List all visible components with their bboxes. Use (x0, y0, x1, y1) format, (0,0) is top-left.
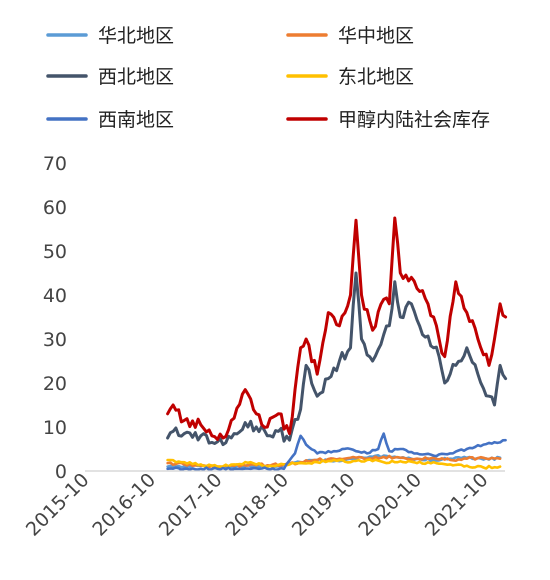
y-axis-ticks: 0 10 20 30 40 50 60 70 (43, 153, 67, 483)
legend-label: 甲醇内陆社会库存 (338, 109, 490, 131)
y-tick-label: 20 (43, 373, 67, 395)
series-line (166, 458, 502, 470)
y-tick-label: 10 (43, 417, 67, 439)
series-line (166, 216, 508, 441)
legend-label: 华北地区 (98, 25, 174, 47)
x-tick-label: 2019-10 (288, 469, 360, 541)
x-axis-ticks: 2015-102016-102017-102018-102019-102020-… (22, 469, 493, 541)
legend-item: 西南地区 (46, 109, 174, 131)
legend-label: 西南地区 (98, 109, 174, 131)
legend-item: 华北地区 (46, 25, 174, 47)
legend-item: 东北地区 (286, 66, 414, 88)
y-tick-label: 50 (43, 241, 67, 263)
y-tick-label: 30 (43, 329, 67, 351)
x-tick-label: 2020-10 (354, 469, 426, 541)
series-line (166, 432, 507, 472)
series-line (166, 271, 508, 447)
series-layer (166, 216, 508, 472)
legend-label: 东北地区 (338, 66, 414, 88)
x-tick-label: 2021-10 (421, 469, 493, 541)
y-tick-label: 0 (55, 461, 67, 483)
legend-label: 西北地区 (98, 66, 174, 88)
x-tick-label: 2016-10 (88, 469, 160, 541)
y-tick-label: 40 (43, 285, 67, 307)
y-tick-label: 60 (43, 197, 67, 219)
legend-item: 西北地区 (46, 66, 174, 88)
legend-item: 甲醇内陆社会库存 (286, 109, 490, 131)
y-tick-label: 70 (43, 153, 67, 175)
x-tick-label: 2018-10 (221, 469, 293, 541)
legend-label: 华中地区 (338, 25, 414, 47)
x-tick-label: 2017-10 (155, 469, 227, 541)
legend-item: 华中地区 (286, 25, 414, 47)
